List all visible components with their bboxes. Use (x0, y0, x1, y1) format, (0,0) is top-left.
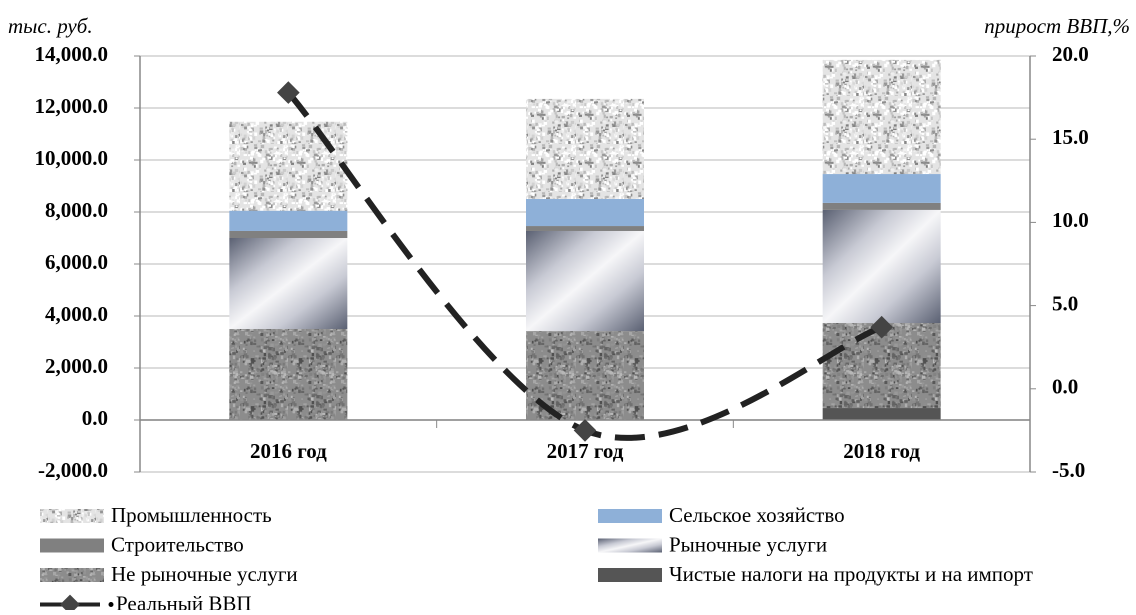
legend-swatch (598, 538, 662, 553)
legend-bullet (108, 602, 114, 607)
bar-segment (229, 230, 348, 238)
bar-segment (822, 202, 941, 210)
y2-tick-label: 20.0 (1052, 42, 1089, 66)
y-tick-label: -2,000.0 (38, 458, 108, 482)
y2-tick-label: 10.0 (1052, 208, 1089, 232)
y-tick-label: 4,000.0 (45, 302, 108, 326)
bar-segment (822, 59, 941, 175)
bar-segment (526, 199, 644, 227)
x-tick-label: 2017 год (547, 439, 624, 463)
y-tick-label: 0.0 (82, 406, 108, 430)
x-tick-label: 2016 год (250, 439, 327, 463)
line-marker (573, 419, 597, 442)
y-tick-label: 8,000.0 (45, 198, 108, 222)
legend-label: Промышленность (111, 503, 272, 527)
y2-axis-title: прирост ВВП,% (984, 14, 1130, 38)
legend-label: Не рыночные услуги (111, 562, 298, 586)
line-marker (277, 81, 300, 104)
y-axis-title: тыс. руб. (8, 14, 93, 38)
y2-tick-label: -5.0 (1052, 458, 1085, 482)
bar-segment (229, 238, 348, 329)
bar-segment (229, 329, 348, 420)
legend-label: Реальный ВВП (116, 591, 252, 610)
bar-segment (822, 209, 941, 324)
y2-tick-label: 5.0 (1052, 291, 1078, 315)
bar-segment (822, 408, 941, 420)
legend-swatch (598, 568, 662, 582)
legend-swatch (598, 509, 662, 523)
bar-segment (526, 226, 644, 231)
bar-segment (229, 210, 348, 231)
legend-swatch (40, 509, 104, 523)
legend-label: Чистые налоги на продукты и на импорт (669, 562, 1033, 586)
legend-label: Сельское хозяйство (669, 503, 845, 527)
bar-segment (229, 121, 348, 211)
bar-segment (822, 174, 941, 203)
y-tick-label: 10,000.0 (35, 146, 109, 170)
legend-label: Строительство (111, 532, 244, 556)
legend-swatch (40, 568, 104, 582)
y2-tick-label: 0.0 (1052, 375, 1078, 399)
bar-segment (526, 230, 644, 332)
bar-segment (526, 98, 644, 199)
y-tick-label: 14,000.0 (35, 42, 109, 66)
y-tick-label: 6,000.0 (45, 250, 108, 274)
y-tick-label: 12,000.0 (35, 94, 109, 118)
line-marker (870, 315, 893, 339)
y-tick-label: 2,000.0 (45, 354, 108, 378)
x-tick-label: 2018 год (843, 439, 920, 463)
y2-tick-label: 15.0 (1052, 125, 1089, 149)
legend-swatch (40, 538, 104, 553)
legend-label: Рыночные услуги (669, 532, 827, 556)
